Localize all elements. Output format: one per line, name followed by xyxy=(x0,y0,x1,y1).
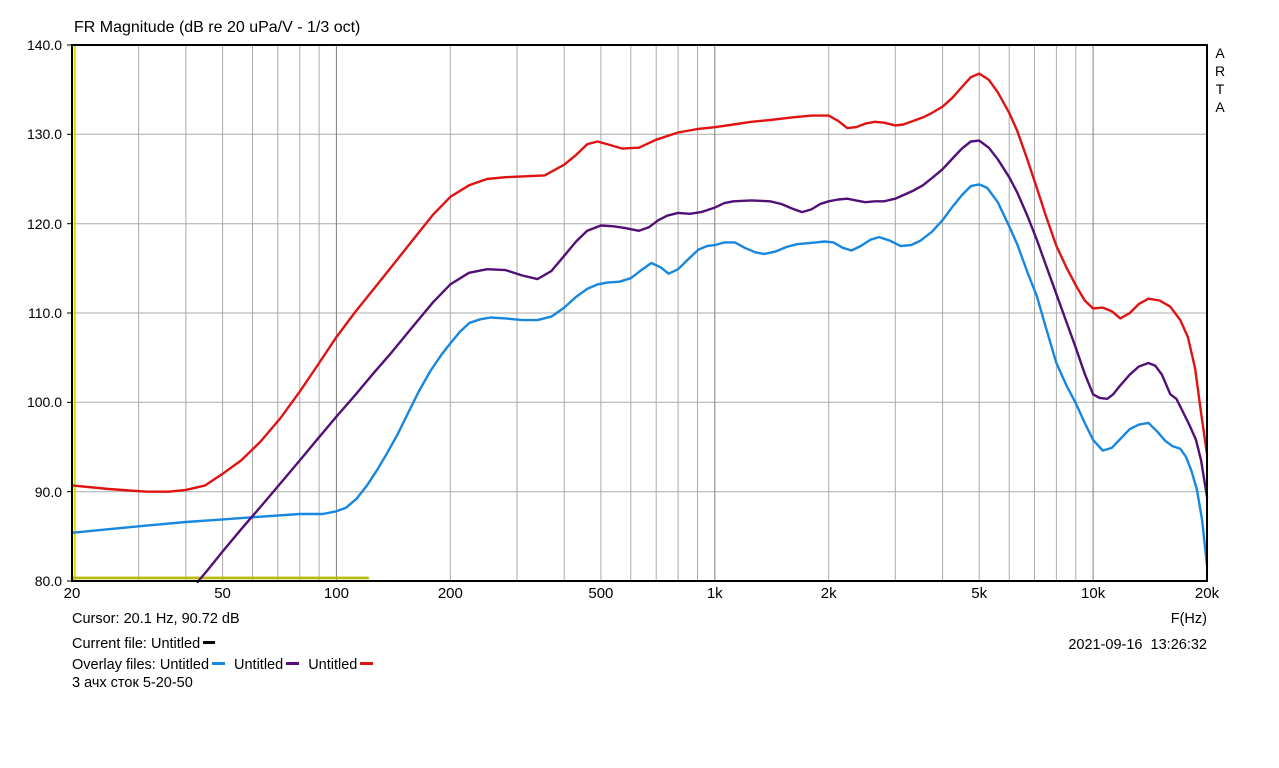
x-axis-unit-label: F(Hz) xyxy=(1170,611,1207,627)
legend-color-dash xyxy=(286,662,300,666)
curve-overlay-blue xyxy=(70,183,1209,567)
x-axis-tick-label: 100 xyxy=(323,585,349,602)
x-axis-tick-label: 20k xyxy=(1194,585,1220,602)
y-axis-tick-label: 80.0 xyxy=(34,573,62,589)
x-axis-tick-label: 1k xyxy=(706,585,723,602)
overlay-file-name: Untitled xyxy=(234,657,284,673)
x-axis-tick-label: 50 xyxy=(214,585,231,602)
arta-letter: A xyxy=(1215,45,1225,61)
overlay-files-legend: Overlay files: Untitled Untitled Untitled xyxy=(72,657,382,673)
cursor-readout: Cursor: 20.1 Hz, 90.72 dB xyxy=(72,611,240,627)
overlay-file-name: Untitled xyxy=(308,657,358,673)
legend-color-dash xyxy=(360,662,374,666)
y-axis-tick-label: 110.0 xyxy=(28,305,62,321)
x-axis-tick-label: 10k xyxy=(1081,585,1106,602)
curve-overlay-red xyxy=(70,72,1209,493)
x-axis-tick-label: 5k xyxy=(971,585,988,602)
y-axis-tick-label: 130.0 xyxy=(26,126,62,143)
datetime-stamp: 2021-09-16 13:26:32 xyxy=(1068,637,1207,653)
y-axis-tick-label: 90.0 xyxy=(34,483,62,500)
x-axis-tick-label: 2k xyxy=(820,585,837,602)
overlay-files-label: Overlay files: xyxy=(72,657,156,673)
arta-letter: T xyxy=(1215,81,1225,97)
arta-letter: R xyxy=(1214,63,1226,79)
current-file-name: Untitled xyxy=(150,636,201,652)
overlay-file-entry: Untitled xyxy=(234,657,300,673)
plot-border xyxy=(71,44,1208,582)
current-file-legend: Current file: Untitled xyxy=(72,636,216,652)
y-axis-tick-label: 100.0 xyxy=(26,394,62,411)
y-axis-tick-label: 140.0 xyxy=(26,37,62,53)
overlay-file-list: Untitled Untitled Untitled xyxy=(160,657,383,673)
legend-color-dash-current xyxy=(203,641,216,645)
x-axis-tick-label: 200 xyxy=(437,585,463,602)
arta-letter: A xyxy=(1215,99,1225,115)
overlay-file-entry: Untitled xyxy=(159,657,226,673)
chart-title: FR Magnitude (dB re 20 uPa/V - 1/3 oct) xyxy=(74,19,361,36)
x-axis-tick-label: 20 xyxy=(63,585,81,602)
overlay-file-entry: Untitled xyxy=(308,657,374,673)
y-axis-tick-label: 120.0 xyxy=(26,215,62,232)
current-file-label: Current file: xyxy=(72,636,147,652)
x-axis-tick-label: 500 xyxy=(588,585,614,602)
legend-color-dash xyxy=(212,662,226,666)
note-text: 3 ачх сток 5-20-50 xyxy=(72,675,193,691)
overlay-file-name: Untitled xyxy=(159,657,210,673)
curve-overlay-purple xyxy=(196,139,1209,584)
